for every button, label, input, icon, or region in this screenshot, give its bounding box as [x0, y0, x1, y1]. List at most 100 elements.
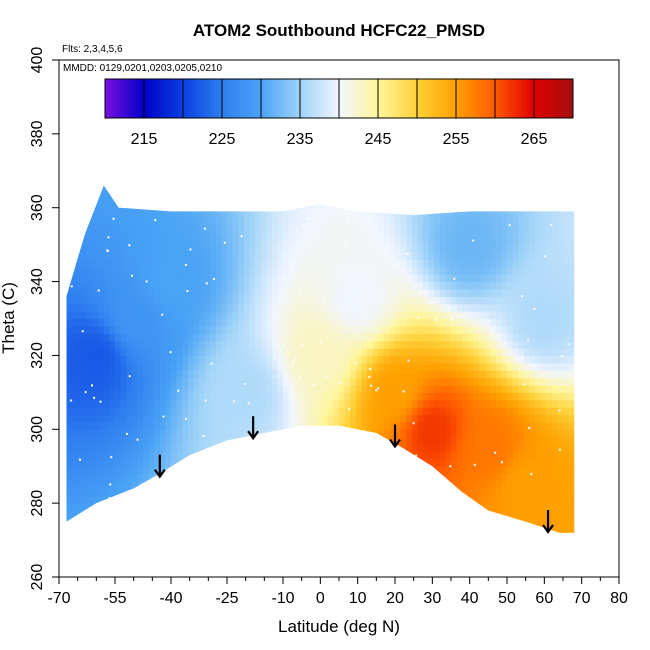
field-cell — [193, 185, 200, 187]
field-cell — [518, 532, 525, 533]
field-cell — [81, 252, 88, 261]
field-cell — [451, 333, 458, 342]
field-cell — [283, 266, 290, 275]
field-cell — [411, 252, 418, 261]
field-cell — [148, 414, 155, 423]
field-cell — [339, 192, 346, 201]
field-cell — [428, 311, 435, 320]
field-cell — [462, 444, 469, 453]
field-cell — [535, 222, 542, 231]
field-cell — [361, 348, 368, 357]
field-cell — [75, 215, 82, 224]
data-gap — [338, 381, 341, 384]
field-cell — [322, 311, 329, 320]
field-cell — [277, 192, 284, 201]
field-cell — [579, 421, 586, 430]
colorbar-swatch — [120, 79, 125, 118]
field-cell — [417, 281, 424, 290]
field-cell — [115, 303, 122, 312]
field-cell — [277, 429, 284, 438]
field-cell — [383, 421, 390, 430]
field-cell — [148, 303, 155, 312]
field-cell — [467, 473, 474, 482]
field-cell — [187, 436, 194, 445]
field-cell — [221, 288, 228, 297]
field-cell — [456, 348, 463, 357]
colorbar-swatch — [272, 79, 278, 118]
field-cell — [115, 540, 121, 548]
field-cell — [215, 237, 222, 246]
field-cell — [187, 266, 194, 275]
field-cell — [299, 517, 306, 526]
field-cell — [344, 200, 351, 209]
field-cell — [299, 325, 306, 334]
field-cell — [294, 288, 301, 297]
field-cell — [59, 392, 65, 400]
field-cell — [311, 429, 318, 438]
field-cell — [193, 340, 200, 349]
field-cell — [159, 340, 166, 349]
field-cell — [540, 517, 547, 526]
field-cell — [439, 458, 446, 467]
field-cell — [439, 407, 446, 416]
field-cell — [271, 384, 278, 393]
data-gap — [419, 290, 422, 293]
field-cell — [143, 384, 150, 393]
field-cell — [243, 377, 250, 386]
field-cell — [395, 296, 402, 305]
field-cell — [423, 333, 430, 342]
field-cell — [215, 429, 222, 438]
field-cell — [339, 259, 346, 268]
field-cell — [327, 340, 334, 349]
colorbar-swatch — [183, 79, 188, 118]
field-cell — [495, 215, 502, 224]
field-cell — [182, 311, 189, 320]
field-cell — [579, 510, 586, 519]
field-cell — [372, 532, 379, 533]
field-cell — [221, 517, 228, 526]
field-cell — [283, 510, 290, 519]
field-cell — [221, 362, 228, 371]
field-cell — [176, 495, 183, 504]
field-cell — [294, 444, 301, 453]
field-cell — [98, 421, 105, 430]
field-cell — [378, 252, 385, 261]
field-cell — [322, 384, 329, 393]
field-cell — [507, 348, 514, 357]
field-cell — [81, 429, 88, 438]
field-cell — [350, 274, 357, 283]
field-cell — [350, 318, 357, 327]
field-cell — [322, 259, 329, 268]
field-cell — [406, 229, 413, 238]
field-cell — [311, 229, 318, 238]
field-cell — [66, 200, 71, 209]
field-cell — [479, 399, 486, 408]
field-cell — [434, 473, 441, 482]
field-cell — [367, 436, 374, 445]
field-cell — [187, 407, 194, 416]
field-cell — [204, 525, 211, 533]
field-cell — [283, 370, 290, 379]
field-cell — [546, 362, 553, 371]
field-cell — [406, 281, 413, 290]
field-cell — [423, 296, 430, 305]
field-cell — [378, 355, 385, 364]
field-cell — [563, 222, 570, 231]
field-cell — [204, 259, 211, 268]
field-cell — [333, 392, 340, 401]
field-cell — [271, 444, 278, 453]
field-cell — [75, 274, 82, 283]
field-cell — [305, 466, 312, 475]
field-cell — [484, 274, 491, 283]
field-cell — [490, 311, 497, 320]
field-cell — [131, 274, 138, 283]
field-cell — [417, 333, 424, 342]
field-cell — [70, 333, 77, 342]
field-cell — [193, 192, 200, 201]
field-cell — [423, 414, 430, 423]
field-cell — [322, 303, 329, 312]
field-cell — [109, 392, 116, 401]
field-cell — [131, 259, 138, 268]
field-cell — [165, 311, 172, 320]
field-cell — [92, 444, 99, 453]
